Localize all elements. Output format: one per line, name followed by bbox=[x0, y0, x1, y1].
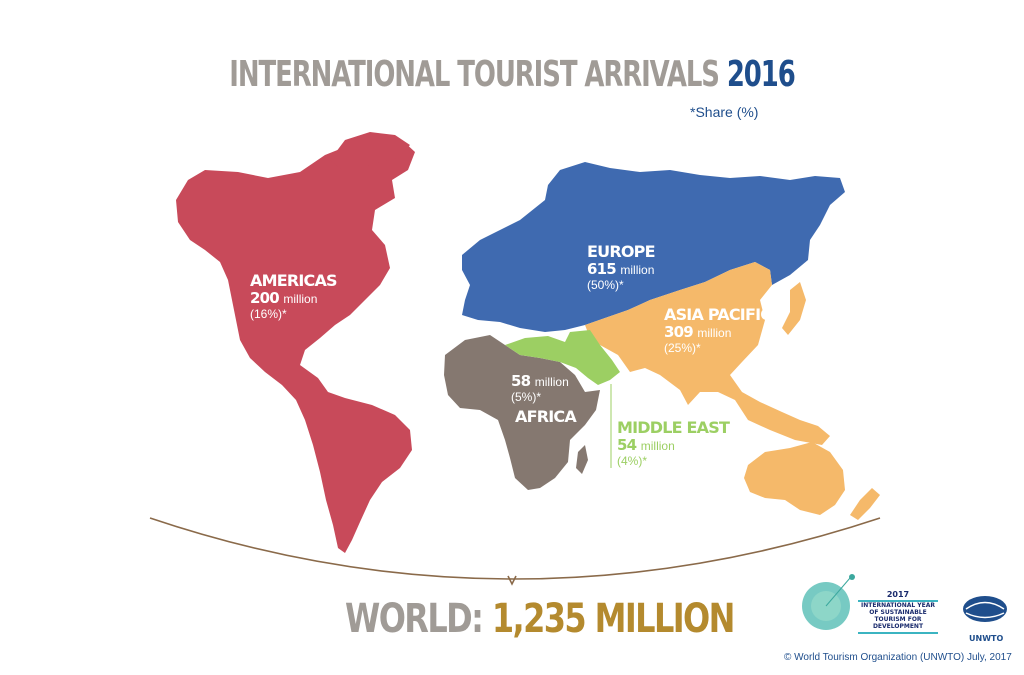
title-main: INTERNATIONAL TOURIST ARRIVALS bbox=[229, 54, 720, 95]
region-unit-middle-east: million bbox=[640, 438, 675, 453]
region-middle-east bbox=[505, 330, 620, 385]
region-arrivals-europe: 615 bbox=[587, 259, 617, 278]
region-name-americas: AMERICAS bbox=[250, 271, 338, 290]
world-label: WORLD: bbox=[345, 596, 484, 642]
region-europe bbox=[462, 162, 845, 332]
region-asia-pacific-japan bbox=[782, 282, 806, 335]
iy2017-logo-text: 2017 INTERNATIONAL YEAR OF SUSTAINABLE T… bbox=[858, 590, 938, 635]
region-arrivals-middle-east: 54 bbox=[617, 435, 637, 454]
region-africa-madagascar bbox=[576, 445, 588, 474]
label-americas: AMERICAS 200 million (16%)* bbox=[250, 271, 338, 321]
region-arrivals-asia-pacific: 309 bbox=[664, 322, 694, 341]
region-arrivals-americas: 200 bbox=[250, 288, 280, 307]
region-asia-pacific-nz bbox=[850, 488, 880, 520]
region-share-africa: (5%)* bbox=[511, 389, 542, 404]
label-middle-east: MIDDLE EAST 54 million (4%)* bbox=[617, 418, 730, 468]
label-europe: EUROPE 615 million (50%)* bbox=[587, 243, 655, 292]
unwto-logo bbox=[963, 596, 1007, 622]
region-asia-pacific-australia bbox=[744, 442, 845, 515]
iy2017-year: 2017 bbox=[886, 590, 910, 599]
region-asia-pacific bbox=[585, 262, 830, 445]
region-name-middle-east: MIDDLE EAST bbox=[617, 418, 730, 437]
label-africa-figures: 58 million (5%)* bbox=[511, 373, 569, 404]
region-share-asia-pacific: (25%)* bbox=[664, 340, 701, 355]
title-year: 2016 bbox=[726, 54, 796, 95]
copyright-notice: © World Tourism Organization (UNWTO) Jul… bbox=[784, 652, 1012, 663]
world-arc-tick bbox=[507, 575, 517, 586]
iy2017-logo bbox=[802, 574, 855, 630]
iy2017-text: INTERNATIONAL YEAR OF SUSTAINABLE TOURIS… bbox=[861, 602, 935, 630]
region-unit-asia-pacific: million bbox=[697, 325, 732, 340]
region-name-asia-pacific: ASIA PACIFIC bbox=[664, 305, 772, 324]
world-value: 1,235 MILLION bbox=[491, 596, 736, 642]
region-americas-north bbox=[330, 132, 410, 170]
label-africa-name: AFRICA bbox=[515, 407, 577, 426]
region-name-europe: EUROPE bbox=[587, 242, 655, 261]
region-arrivals-africa: 58 bbox=[511, 372, 531, 390]
region-share-americas: (16%)* bbox=[250, 306, 287, 321]
region-unit-americas: million bbox=[283, 291, 318, 306]
region-name-africa: AFRICA bbox=[515, 407, 577, 426]
label-asia-pacific: ASIA PACIFIC 309 million (25%)* bbox=[664, 305, 772, 355]
page-title: INTERNATIONAL TOURIST ARRIVALS 2016 bbox=[143, 54, 880, 95]
region-unit-europe: million bbox=[620, 262, 655, 277]
region-africa bbox=[444, 335, 600, 490]
region-americas bbox=[176, 140, 415, 553]
world-total: WORLD: 1,235 MILLION bbox=[345, 596, 736, 642]
share-note: *Share (%) bbox=[690, 104, 759, 120]
region-share-middle-east: (4%)* bbox=[617, 453, 648, 468]
region-unit-africa: million bbox=[534, 375, 569, 389]
iy2017-bar-bottom bbox=[858, 631, 938, 634]
iy2017-bar-top bbox=[858, 600, 938, 603]
region-share-europe: (50%)* bbox=[587, 277, 624, 292]
unwto-logo-text: UNWTO bbox=[969, 634, 1004, 643]
world-arc bbox=[149, 517, 881, 580]
